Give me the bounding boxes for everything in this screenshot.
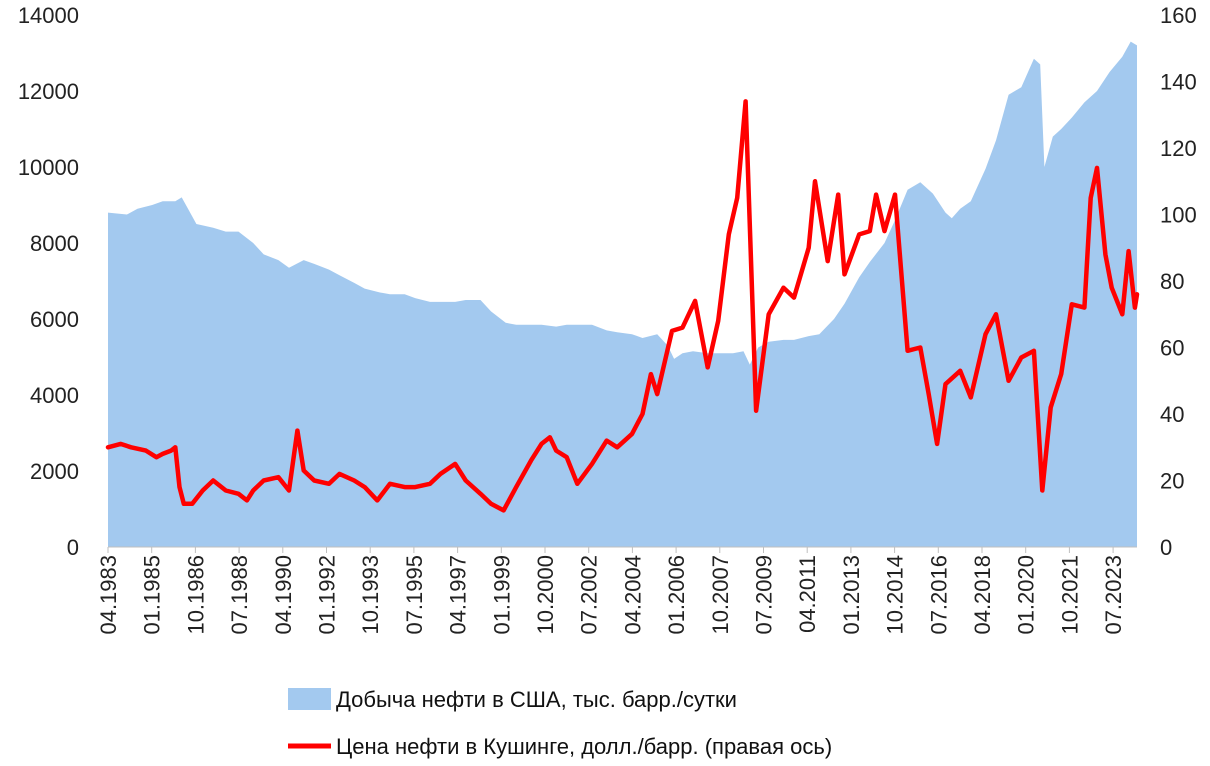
y-right-tick-label: 0 — [1160, 535, 1172, 560]
legend-swatch-production — [288, 688, 331, 710]
x-tick-label: 07.1988 — [227, 555, 252, 635]
legend-label-price: Цена нефти в Кушинге, долл./барр. (права… — [336, 734, 832, 759]
legend: Добыча нефти в США, тыс. барр./сутки Цен… — [288, 687, 832, 759]
x-tick-label: 10.2000 — [533, 555, 558, 635]
y-right-tick-label: 100 — [1160, 203, 1197, 228]
x-tick-label: 07.2016 — [926, 555, 951, 635]
x-tick-label: 01.2006 — [664, 555, 689, 635]
x-tick-label: 01.1999 — [489, 555, 514, 635]
y-right-tick-label: 20 — [1160, 469, 1184, 494]
x-tick-label: 07.2002 — [577, 555, 602, 635]
x-tick-label: 01.1992 — [315, 555, 340, 635]
x-tick-label: 10.1986 — [183, 555, 208, 635]
y-right-tick-label: 40 — [1160, 402, 1184, 427]
x-tick-label: 10.2021 — [1057, 555, 1082, 635]
x-tick-label: 07.2023 — [1101, 555, 1126, 635]
series-area-oil-production — [108, 41, 1137, 547]
y-left-tick-label: 2000 — [30, 459, 79, 484]
x-tick-label: 01.2013 — [839, 555, 864, 635]
x-tick-label: 07.1995 — [402, 555, 427, 635]
y-right-tick-label: 160 — [1160, 3, 1197, 28]
x-tick-label: 10.2007 — [708, 555, 733, 635]
x-tick-label: 04.2018 — [970, 555, 995, 635]
x-tick-label: 04.1997 — [446, 555, 471, 635]
y-left-tick-label: 12000 — [18, 79, 79, 104]
y-right-tick-label: 120 — [1160, 136, 1197, 161]
x-tick-label: 04.2011 — [795, 555, 820, 633]
y-right-tick-label: 60 — [1160, 336, 1184, 361]
x-tick-label: 10.1993 — [358, 555, 383, 635]
series-layer — [105, 41, 1140, 547]
x-tick-label: 04.1983 — [96, 555, 121, 635]
y-right-tick-label: 80 — [1160, 269, 1184, 294]
y-left-tick-label: 4000 — [30, 383, 79, 408]
x-tick-label: 10.2014 — [883, 555, 908, 635]
x-tick-label: 04.1990 — [271, 555, 296, 635]
legend-label-production: Добыча нефти в США, тыс. барр./сутки — [336, 687, 737, 712]
x-tick-label: 04.2004 — [620, 555, 645, 635]
y-left-tick-label: 0 — [67, 535, 79, 560]
x-tick-label: 01.2020 — [1014, 555, 1039, 635]
y-left-tick-label: 8000 — [30, 231, 79, 256]
ticks-layer: 0 2000 4000 6000 8000 10000 12000 14000 0 20 40 60 8… — [18, 3, 1197, 635]
y-right-tick-label: 140 — [1160, 70, 1197, 95]
x-tick-label: 01.1985 — [140, 555, 165, 635]
y-left-tick-label: 6000 — [30, 307, 79, 332]
x-tick-label: 07.2009 — [752, 555, 777, 635]
y-left-tick-label: 10000 — [18, 155, 79, 180]
series-line-oil-price — [105, 99, 1140, 513]
y-left-tick-label: 14000 — [18, 3, 79, 28]
